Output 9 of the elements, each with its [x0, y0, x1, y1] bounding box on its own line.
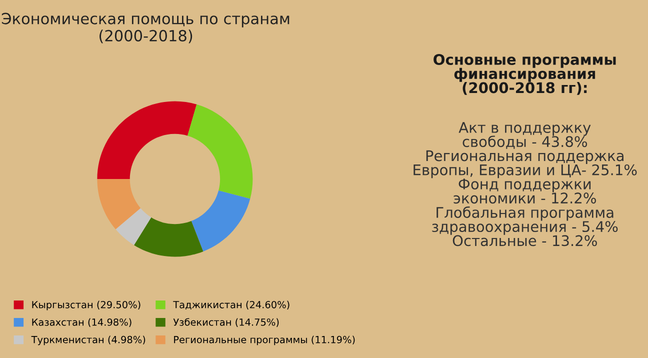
chart-title: Экономическая помощь по странам (2000-2018) [2, 12, 290, 44]
legend-label: Таджикистан (24.60%) [173, 300, 290, 310]
text: Основные программы финансирования (2000-2018 гг): [434, 54, 616, 95]
legend-label: Туркменистан (4.98%) [31, 336, 146, 346]
text: Акт в поддержку свободы - 43.8% Региональная поддержка Европы, Евразии и ЦА- 25.1% Фонд поддержки экономики - 12.2% Глобальная программа здравоохранения - 5.4% Остальные - 13.2% [414, 122, 637, 246]
legend-label: Кыргызстан (29.50%) [32, 300, 140, 310]
legend-label: Казахстан (14.98%) [32, 318, 132, 327]
legend-label: Узбекистан (14.75%) [173, 318, 279, 327]
legend-label: Региональные программы (11.19%) [174, 336, 355, 346]
